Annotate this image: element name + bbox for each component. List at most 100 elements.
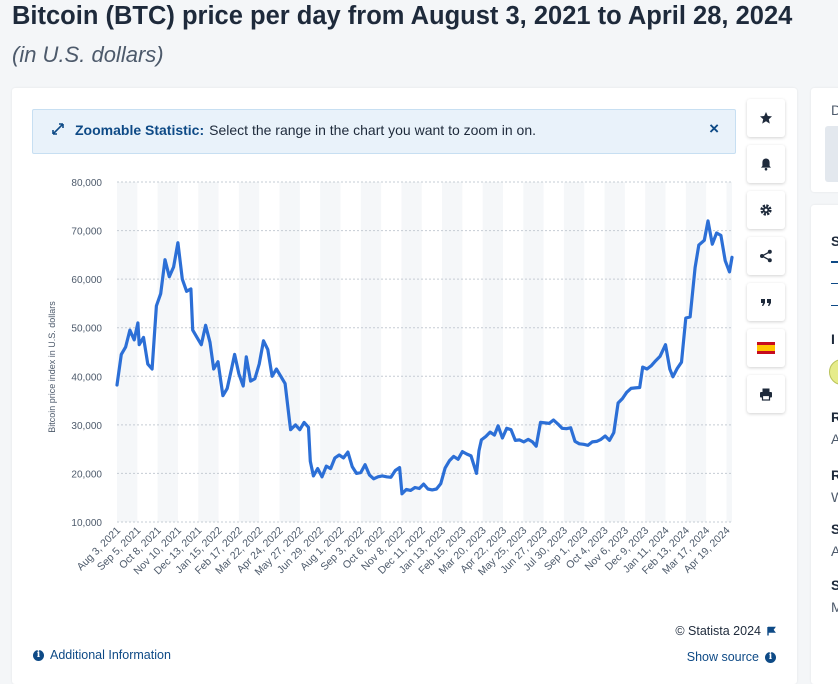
data-point	[334, 457, 336, 459]
data-point	[249, 380, 252, 382]
y-tick-label: 50,000	[71, 324, 102, 335]
grid-band	[198, 182, 219, 522]
data-point	[177, 241, 179, 244]
notification-button[interactable]	[747, 145, 785, 183]
language-button[interactable]	[747, 329, 785, 367]
data-point	[338, 454, 341, 456]
data-point	[514, 439, 517, 442]
data-point	[478, 449, 480, 452]
data-point	[164, 258, 166, 261]
sidebar-letter: W	[831, 489, 838, 505]
data-point	[312, 475, 315, 477]
copyright-text: © Statista 2024	[675, 624, 761, 638]
data-point	[613, 431, 615, 434]
data-point	[385, 476, 388, 478]
data-point	[659, 355, 661, 358]
data-point	[196, 336, 198, 339]
data-point	[672, 376, 674, 378]
y-gridlines	[117, 181, 732, 523]
show-source-link[interactable]: Show source i	[687, 650, 776, 664]
data-point	[535, 445, 537, 448]
data-point	[325, 465, 328, 467]
data-point	[137, 322, 139, 324]
data-point	[360, 471, 362, 474]
data-point	[398, 466, 401, 469]
quote-icon	[761, 299, 771, 306]
share-button[interactable]	[747, 237, 785, 275]
sidebar-letter: M	[831, 599, 838, 615]
data-point	[138, 343, 140, 346]
data-point	[634, 387, 637, 389]
favorite-button[interactable]	[747, 99, 785, 137]
data-point	[230, 368, 233, 370]
data-point	[720, 234, 722, 237]
data-point	[147, 363, 149, 365]
data-point	[427, 488, 429, 490]
data-point	[120, 353, 123, 356]
data-point	[724, 259, 726, 262]
bell-icon	[761, 158, 771, 171]
data-point	[381, 475, 384, 477]
data-point	[646, 368, 648, 370]
data-point	[591, 441, 594, 443]
data-point	[414, 486, 416, 489]
data-point	[600, 438, 602, 441]
grid-band	[482, 182, 503, 522]
cite-button[interactable]	[747, 283, 785, 321]
data-point	[527, 438, 529, 441]
data-point	[574, 440, 576, 443]
data-point	[217, 360, 219, 363]
line-chart[interactable]: 10,000 20,000 30,000 40,000 50,000 60,000 70,0…	[30, 165, 738, 615]
data-point	[431, 489, 434, 491]
data-point	[689, 316, 691, 318]
data-point	[405, 488, 408, 491]
data-point	[604, 435, 606, 437]
y-tick-labels: 10,000 20,000 30,000 40,000 50,000 60,000 70,0…	[71, 178, 102, 529]
additional-information-link[interactable]: i Additional Information	[33, 648, 171, 662]
settings-button[interactable]	[747, 191, 785, 229]
data-point	[621, 397, 624, 400]
grid-band	[360, 182, 382, 522]
data-point	[569, 427, 572, 429]
share-icon	[760, 249, 772, 263]
data-point	[440, 482, 442, 485]
data-point	[703, 239, 706, 242]
data-point	[641, 366, 644, 368]
data-point	[650, 364, 653, 367]
grid-band	[604, 182, 625, 522]
data-point	[342, 457, 345, 459]
star-icon	[760, 112, 772, 124]
data-point	[401, 493, 403, 495]
data-point	[544, 422, 546, 424]
sidebar-button[interactable]	[825, 126, 838, 182]
close-icon[interactable]: ×	[709, 119, 719, 138]
y-tick-label: 10,000	[71, 518, 102, 529]
sidebar-letter: S	[831, 577, 838, 593]
sidebar-tab-underline	[831, 261, 838, 263]
data-point	[267, 348, 269, 351]
grid-band	[563, 182, 585, 522]
data-point	[489, 431, 491, 433]
data-point	[638, 386, 641, 389]
data-point	[299, 428, 301, 431]
data-point	[377, 476, 379, 478]
grid-band	[523, 182, 544, 522]
data-point	[707, 220, 709, 222]
banner-text: Zoomable Statistic: Select the range in t…	[75, 122, 536, 138]
data-point	[728, 271, 731, 273]
grid-band	[685, 182, 707, 522]
grid-band	[401, 182, 422, 522]
data-point	[595, 440, 598, 443]
data-point	[448, 460, 451, 462]
data-point	[475, 472, 478, 475]
print-button[interactable]	[747, 375, 785, 413]
print-icon	[760, 388, 772, 401]
data-point	[625, 391, 628, 394]
data-point	[523, 441, 525, 443]
data-point	[654, 359, 657, 362]
sidebar-letter: S	[831, 233, 838, 249]
data-point	[452, 455, 455, 458]
data-point	[329, 467, 332, 470]
data-point	[669, 368, 671, 370]
